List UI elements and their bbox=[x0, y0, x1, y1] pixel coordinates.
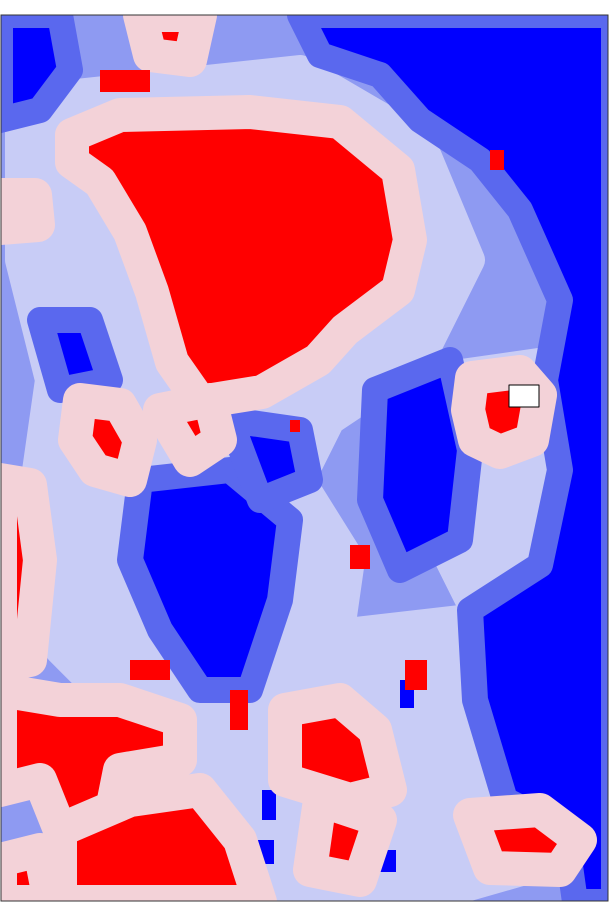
deep-blue-zones bbox=[1, 15, 608, 901]
marker-box bbox=[508, 384, 540, 408]
map-frame bbox=[0, 14, 609, 902]
red-specks bbox=[100, 70, 504, 730]
red-zones bbox=[1, 15, 597, 901]
